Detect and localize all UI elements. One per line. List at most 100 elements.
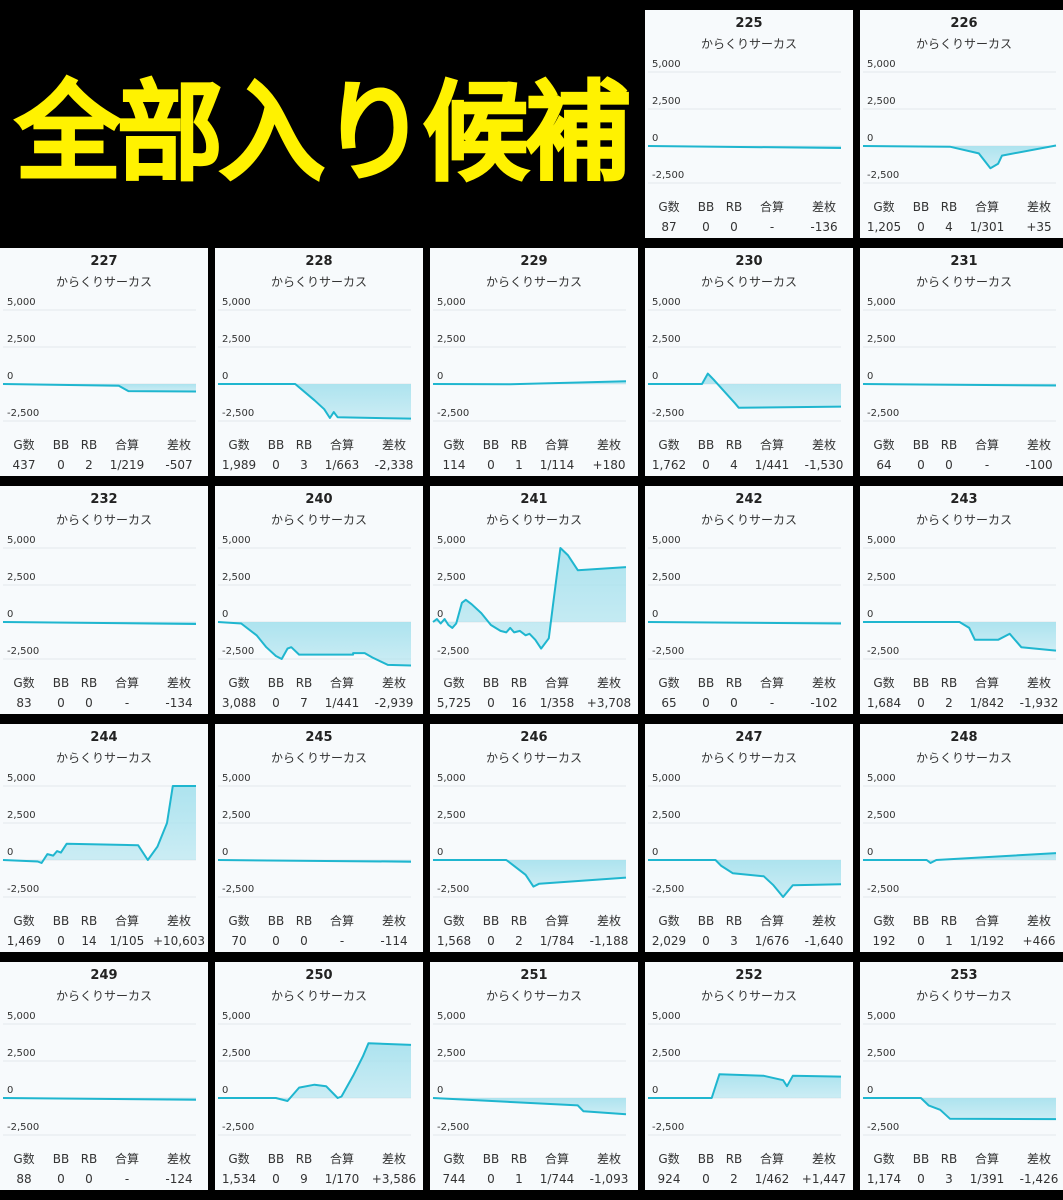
stats-header-row: G数 BB RB 合算 差枚: [215, 911, 423, 931]
machine-number: 229: [520, 254, 548, 269]
stats-header: 差枚: [166, 914, 191, 928]
stats-value: 1/462: [754, 1172, 790, 1186]
stats-header: 合算: [329, 914, 354, 928]
machine-name: からくりサーカス: [485, 751, 582, 765]
y-tick-label: 5,000: [867, 535, 896, 546]
stats-value-row: 88 0 0 - -124: [0, 1169, 208, 1189]
stats-table: G数 BB RB 合算 差枚 1,568 0 2 1/784 -1,188: [430, 911, 638, 951]
stats-header: RB: [725, 200, 743, 214]
stats-header: 合算: [329, 1152, 354, 1166]
stats-header-row: G数 BB RB 合算 差枚: [860, 435, 1063, 455]
stats-value: -: [339, 934, 345, 948]
machine-card-226: 226 からくりサーカス 5,000 2,500 0 -2,500 G数 BB RB 合算 差枚 1,…: [860, 10, 1063, 238]
y-tick-label: 5,000: [437, 1011, 466, 1022]
y-tick-label: 2,500: [652, 96, 681, 107]
stats-header: 合算: [759, 676, 784, 690]
machine-card-241: 241 からくりサーカス 5,000 2,500 0 -2,500 G数 BB RB 合算 差枚 5,…: [430, 486, 638, 714]
series-line: [2, 383, 197, 393]
slump-graph: [432, 547, 627, 660]
stats-header: RB: [80, 438, 98, 452]
y-tick-label: 5,000: [867, 297, 896, 308]
y-tick-label: -2,500: [7, 884, 40, 895]
stats-header-row: G数 BB RB 合算 差枚: [0, 1149, 208, 1169]
stats-header: 差枚: [596, 914, 621, 928]
stats-header: G数: [228, 1152, 250, 1166]
stats-value: 437: [12, 458, 36, 472]
machine-card-225: 225 からくりサーカス 5,000 2,500 0 -2,500 G数 BB RB 合算 差枚 87…: [645, 10, 853, 238]
stats-value: -: [124, 1172, 130, 1186]
y-tick-label: 2,500: [652, 572, 681, 583]
stats-header: 合算: [114, 676, 139, 690]
stats-value-row: 924 0 2 1/462 +1,447: [645, 1169, 853, 1189]
stats-header: BB: [912, 914, 930, 928]
stats-value: -: [124, 696, 130, 710]
stats-value: -: [769, 220, 775, 234]
stats-value: 14: [81, 934, 97, 948]
y-tick-label: 2,500: [222, 572, 251, 583]
machine-card-228: 228 からくりサーカス 5,000 2,500 0 -2,500 G数 BB RB 合算 差枚 1,…: [215, 248, 423, 476]
stats-value: -114: [380, 934, 408, 948]
machine-number: 242: [735, 492, 763, 507]
stats-value-row: 1,684 0 2 1/842 -1,932: [860, 693, 1063, 713]
machine-number: 245: [305, 730, 333, 745]
stats-value-row: 1,469 0 14 1/105 +10,603: [0, 931, 208, 951]
series-area: [433, 1098, 626, 1115]
stats-header: RB: [940, 1152, 958, 1166]
y-tick-label: -2,500: [867, 408, 900, 419]
stats-value: 0: [272, 458, 280, 472]
y-tick-label: -2,500: [222, 646, 255, 657]
machine-name: からくりサーカス: [270, 989, 367, 1003]
y-tick-label: 5,000: [437, 535, 466, 546]
machine-card-230: 230 からくりサーカス 5,000 2,500 0 -2,500 G数 BB RB 合算 差枚 1,…: [645, 248, 853, 476]
y-tick-label: 5,000: [222, 297, 251, 308]
stats-value: -2,338: [374, 458, 414, 472]
stats-header: 差枚: [166, 1152, 191, 1166]
slump-graph: [863, 547, 1057, 660]
series-line: [862, 144, 1057, 170]
stats-value-row: 1,989 0 3 1/663 -2,338: [215, 455, 423, 475]
machine-number: 240: [305, 492, 333, 507]
stats-value: 3: [730, 934, 738, 948]
stats-header: G数: [13, 438, 35, 452]
stats-header: BB: [267, 914, 285, 928]
stats-value: 0: [917, 220, 925, 234]
stats-value: -100: [1025, 458, 1053, 472]
stats-header: G数: [873, 676, 895, 690]
stats-header: RB: [80, 1152, 98, 1166]
stats-value-row: 65 0 0 - -102: [645, 693, 853, 713]
machine-number: 252: [735, 968, 763, 983]
y-tick-label: 0: [867, 1085, 874, 1096]
stats-value: 1,174: [866, 1172, 902, 1186]
y-tick-label: 5,000: [437, 773, 466, 784]
stats-value: 1: [945, 934, 953, 948]
stats-header: 差枚: [166, 676, 191, 690]
stats-header: BB: [482, 1152, 500, 1166]
y-tick-label: 0: [867, 609, 874, 620]
stats-header: RB: [295, 914, 313, 928]
stats-value: 192: [872, 934, 896, 948]
y-tick-label: 5,000: [222, 773, 251, 784]
stats-value: 114: [442, 458, 466, 472]
stats-table: G数 BB RB 合算 差枚 65 0 0 - -102: [645, 673, 853, 713]
slump-graph: [433, 785, 627, 898]
stats-header: RB: [940, 200, 958, 214]
stats-table: G数 BB RB 合算 差枚 924 0 2 1/462 +1,447: [645, 1149, 853, 1189]
series-area: [218, 622, 411, 666]
slump-graph: [217, 547, 412, 667]
y-tick-label: 5,000: [7, 1011, 36, 1022]
machine-card-253: 253 からくりサーカス 5,000 2,500 0 -2,500 G数 BB RB 合算 差枚 1,…: [860, 962, 1063, 1190]
stats-header-row: G数 BB RB 合算 差枚: [860, 197, 1063, 217]
stats-value: 1,469: [6, 934, 42, 948]
series-line: [863, 1097, 1057, 1121]
stats-value: 924: [657, 1172, 681, 1186]
stats-header: G数: [658, 200, 680, 214]
stats-value: 0: [57, 1172, 65, 1186]
machine-card-252: 252 からくりサーカス 5,000 2,500 0 -2,500 G数 BB RB 合算 差枚 92…: [645, 962, 853, 1190]
series-line: [648, 1073, 842, 1099]
stats-value: 0: [85, 1172, 93, 1186]
stats-table: G数 BB RB 合算 差枚 87 0 0 - -136: [645, 197, 853, 237]
machine-card-231: 231 からくりサーカス 5,000 2,500 0 -2,500 G数 BB RB 合算 差枚 64…: [860, 248, 1063, 476]
machine-number: 230: [735, 254, 763, 269]
stats-table: G数 BB RB 合算 差枚 1,174 0 3 1/391 -1,426: [860, 1149, 1063, 1189]
y-tick-label: -2,500: [652, 170, 685, 181]
